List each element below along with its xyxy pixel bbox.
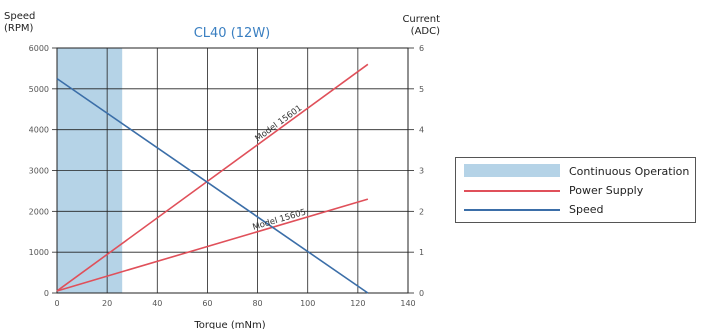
legend-item-power-supply: Power Supply bbox=[456, 182, 695, 200]
legend: Continuous Operation Power Supply Speed bbox=[455, 157, 696, 223]
x-tick-label: 20 bbox=[102, 299, 112, 308]
legend-item-continuous-operation: Continuous Operation bbox=[456, 163, 695, 181]
y-right-tick-label: 4 bbox=[419, 126, 424, 135]
y-left-tick-label: 6000 bbox=[29, 44, 49, 53]
y-left-tick-label: 0 bbox=[44, 289, 49, 298]
y-right-tick-label: 6 bbox=[419, 44, 424, 53]
y-left-tick-label: 5000 bbox=[29, 85, 49, 94]
x-tick-label: 0 bbox=[54, 299, 59, 308]
x-tick-label: 120 bbox=[350, 299, 365, 308]
legend-label: Continuous Operation bbox=[569, 165, 690, 178]
plot-area: 0 20 40 60 80 100 120 1400100020003000400050006… bbox=[29, 44, 424, 308]
y-left-tick-label: 1000 bbox=[29, 248, 49, 257]
y-left-tick-label: 4000 bbox=[29, 126, 49, 135]
legend-swatch-line bbox=[464, 190, 560, 192]
series-line-model-15605 bbox=[56, 198, 369, 292]
chart-title: CL40 (12W) bbox=[194, 26, 271, 41]
y-right-label-line2: (ADC) bbox=[411, 26, 440, 37]
y-left-label-line1: Speed bbox=[4, 11, 35, 22]
y-right-label-line1: Current bbox=[402, 14, 440, 25]
legend-label: Power Supply bbox=[569, 184, 644, 197]
x-tick-label: 100 bbox=[300, 299, 315, 308]
y-left-label-line2: (RPM) bbox=[4, 23, 34, 34]
legend-item-speed: Speed bbox=[456, 201, 695, 219]
y-left-tick-label: 2000 bbox=[29, 207, 49, 216]
series-line-speed bbox=[56, 77, 369, 294]
y-right-tick-label: 3 bbox=[419, 167, 424, 176]
legend-label: Speed bbox=[569, 203, 604, 216]
x-tick-label: 80 bbox=[252, 299, 262, 308]
series-label-model-15601: Model 15601 bbox=[254, 103, 305, 144]
y-right-tick-label: 1 bbox=[419, 248, 424, 257]
y-right-tick-label: 2 bbox=[419, 207, 424, 216]
x-tick-label: 40 bbox=[152, 299, 162, 308]
y-right-tick-label: 0 bbox=[419, 289, 424, 298]
y-left-tick-label: 3000 bbox=[29, 167, 49, 176]
legend-swatch-area bbox=[464, 164, 560, 177]
x-tick-label: 60 bbox=[202, 299, 212, 308]
legend-swatch-line bbox=[464, 209, 560, 211]
x-axis-label: Torque (mNm) bbox=[193, 320, 265, 329]
series-line-model-15601 bbox=[56, 63, 369, 292]
x-tick-label: 140 bbox=[400, 299, 415, 308]
y-right-tick-label: 5 bbox=[419, 85, 424, 94]
